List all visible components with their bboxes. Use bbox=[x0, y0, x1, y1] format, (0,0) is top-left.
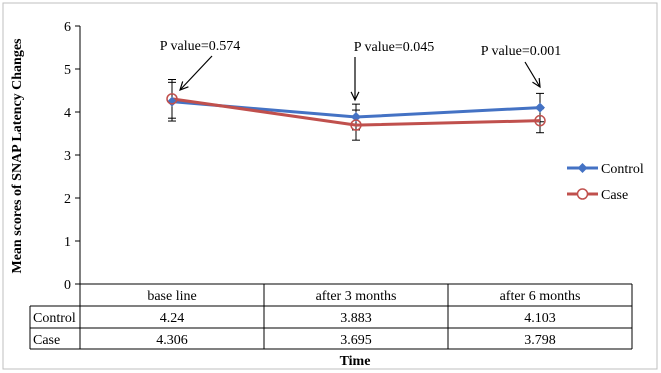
table-row-header: Control bbox=[33, 311, 76, 326]
data-point-case bbox=[350, 119, 362, 131]
table-row-header: Case bbox=[33, 333, 60, 348]
data-point-case bbox=[534, 114, 546, 127]
data-point-case bbox=[166, 93, 178, 105]
legend-label: Control bbox=[601, 162, 644, 177]
chart-frame bbox=[2, 2, 658, 370]
y-tick-label: 5 bbox=[64, 63, 71, 78]
annotation-label: P value=0.001 bbox=[481, 44, 561, 59]
y-tick-label: 6 bbox=[64, 20, 71, 35]
series-line-case bbox=[171, 97, 541, 127]
annotation-arrow-shaft bbox=[179, 55, 213, 91]
data-point-control bbox=[167, 96, 177, 107]
y-tick-label: 3 bbox=[64, 149, 71, 164]
y-tick-label: 2 bbox=[64, 192, 71, 207]
category-label: after 6 months bbox=[500, 289, 581, 304]
annotation-label: P value=0.045 bbox=[354, 40, 434, 55]
table-cell: 4.306 bbox=[156, 333, 188, 348]
axes-group: 0 1 2 3 4 5 6 bbox=[64, 20, 632, 293]
y-tick-label: 0 bbox=[64, 278, 71, 293]
y-axis-label: Mean scores of SNAP Latency Changes bbox=[10, 38, 25, 274]
annotation-arrow-head bbox=[350, 91, 360, 102]
legend: Control Case bbox=[567, 162, 644, 203]
x-axis-label: Time bbox=[340, 354, 371, 369]
data-table: base line after 3 months after 6 months Con… bbox=[29, 284, 633, 350]
category-label: after 3 months bbox=[316, 289, 397, 304]
category-label: base line bbox=[147, 289, 196, 304]
table-cell: 4.24 bbox=[160, 311, 185, 326]
table-cell: 4.103 bbox=[524, 311, 556, 326]
legend-label: Case bbox=[601, 188, 628, 203]
data-point-control bbox=[535, 102, 545, 113]
legend-marker-case bbox=[576, 188, 589, 200]
series-markers-group bbox=[166, 93, 546, 131]
y-tick-label: 4 bbox=[64, 106, 71, 121]
table-cell: 3.883 bbox=[340, 311, 372, 326]
legend-marker-control bbox=[577, 163, 588, 173]
data-point-control bbox=[351, 112, 361, 123]
annotations-group: P value=0.574 P value=0.045 P value=0.001 bbox=[160, 39, 561, 102]
annotation-arrow-head bbox=[532, 77, 541, 89]
annotation-arrow-shaft bbox=[524, 61, 541, 88]
annotation-label: P value=0.574 bbox=[160, 39, 240, 54]
table-cell: 3.695 bbox=[340, 333, 372, 348]
y-tick-label: 1 bbox=[64, 235, 71, 250]
annotation-arrow-head bbox=[179, 81, 189, 92]
table-cell: 3.798 bbox=[524, 333, 556, 348]
